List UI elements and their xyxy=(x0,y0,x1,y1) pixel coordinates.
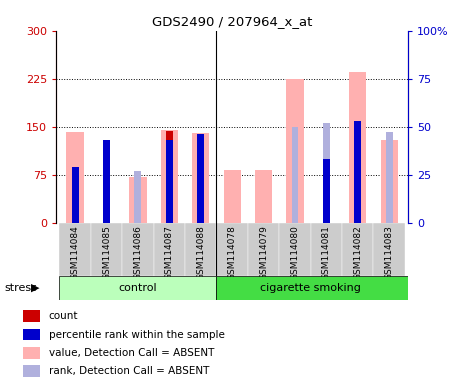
Bar xyxy=(23,311,40,322)
Text: GSM114083: GSM114083 xyxy=(385,225,393,280)
Bar xyxy=(197,134,204,223)
Bar xyxy=(248,223,279,276)
Bar xyxy=(354,121,361,223)
Bar xyxy=(342,223,373,276)
Bar xyxy=(323,161,330,223)
Text: control: control xyxy=(119,283,157,293)
Text: count: count xyxy=(49,311,78,321)
Bar xyxy=(323,159,330,223)
Bar xyxy=(154,223,185,276)
Bar xyxy=(122,223,154,276)
Text: GSM114086: GSM114086 xyxy=(134,225,143,280)
Bar xyxy=(310,223,342,276)
Bar xyxy=(23,329,40,340)
Bar xyxy=(129,177,147,223)
Text: stress: stress xyxy=(5,283,38,293)
Bar xyxy=(279,223,310,276)
Text: value, Detection Call = ABSENT: value, Detection Call = ABSENT xyxy=(49,348,214,358)
Bar xyxy=(386,132,393,223)
Text: GSM114079: GSM114079 xyxy=(259,225,268,280)
Bar xyxy=(349,72,366,223)
Bar xyxy=(217,276,408,300)
Bar xyxy=(166,140,173,223)
Bar xyxy=(386,145,393,223)
Bar xyxy=(23,365,40,377)
Text: GSM114087: GSM114087 xyxy=(165,225,174,280)
Bar xyxy=(323,123,330,223)
Text: ▶: ▶ xyxy=(31,283,40,293)
Text: GSM114081: GSM114081 xyxy=(322,225,331,280)
Bar xyxy=(60,223,91,276)
Bar xyxy=(72,167,79,223)
Bar xyxy=(224,170,241,223)
Bar xyxy=(23,347,40,359)
Bar xyxy=(103,140,110,223)
Text: GSM114082: GSM114082 xyxy=(353,225,362,280)
Bar xyxy=(380,139,398,223)
Bar xyxy=(192,133,209,223)
Text: rank, Detection Call = ABSENT: rank, Detection Call = ABSENT xyxy=(49,366,209,376)
Text: GSM114084: GSM114084 xyxy=(71,225,80,280)
Bar xyxy=(103,145,110,223)
Text: cigarette smoking: cigarette smoking xyxy=(260,283,361,293)
Bar xyxy=(161,130,178,223)
Title: GDS2490 / 207964_x_at: GDS2490 / 207964_x_at xyxy=(152,15,312,28)
Text: GSM114080: GSM114080 xyxy=(290,225,300,280)
Bar xyxy=(67,132,84,223)
Bar xyxy=(60,276,217,300)
Bar xyxy=(217,223,248,276)
Text: GSM114088: GSM114088 xyxy=(196,225,205,280)
Bar xyxy=(185,223,217,276)
Bar xyxy=(373,223,405,276)
Bar xyxy=(287,79,303,223)
Bar xyxy=(166,131,173,223)
Bar xyxy=(292,127,298,223)
Bar xyxy=(197,134,204,223)
Bar xyxy=(135,171,141,223)
Text: GSM114085: GSM114085 xyxy=(102,225,111,280)
Bar xyxy=(91,223,122,276)
Text: GSM114078: GSM114078 xyxy=(227,225,237,280)
Bar xyxy=(255,170,272,223)
Text: percentile rank within the sample: percentile rank within the sample xyxy=(49,329,225,339)
